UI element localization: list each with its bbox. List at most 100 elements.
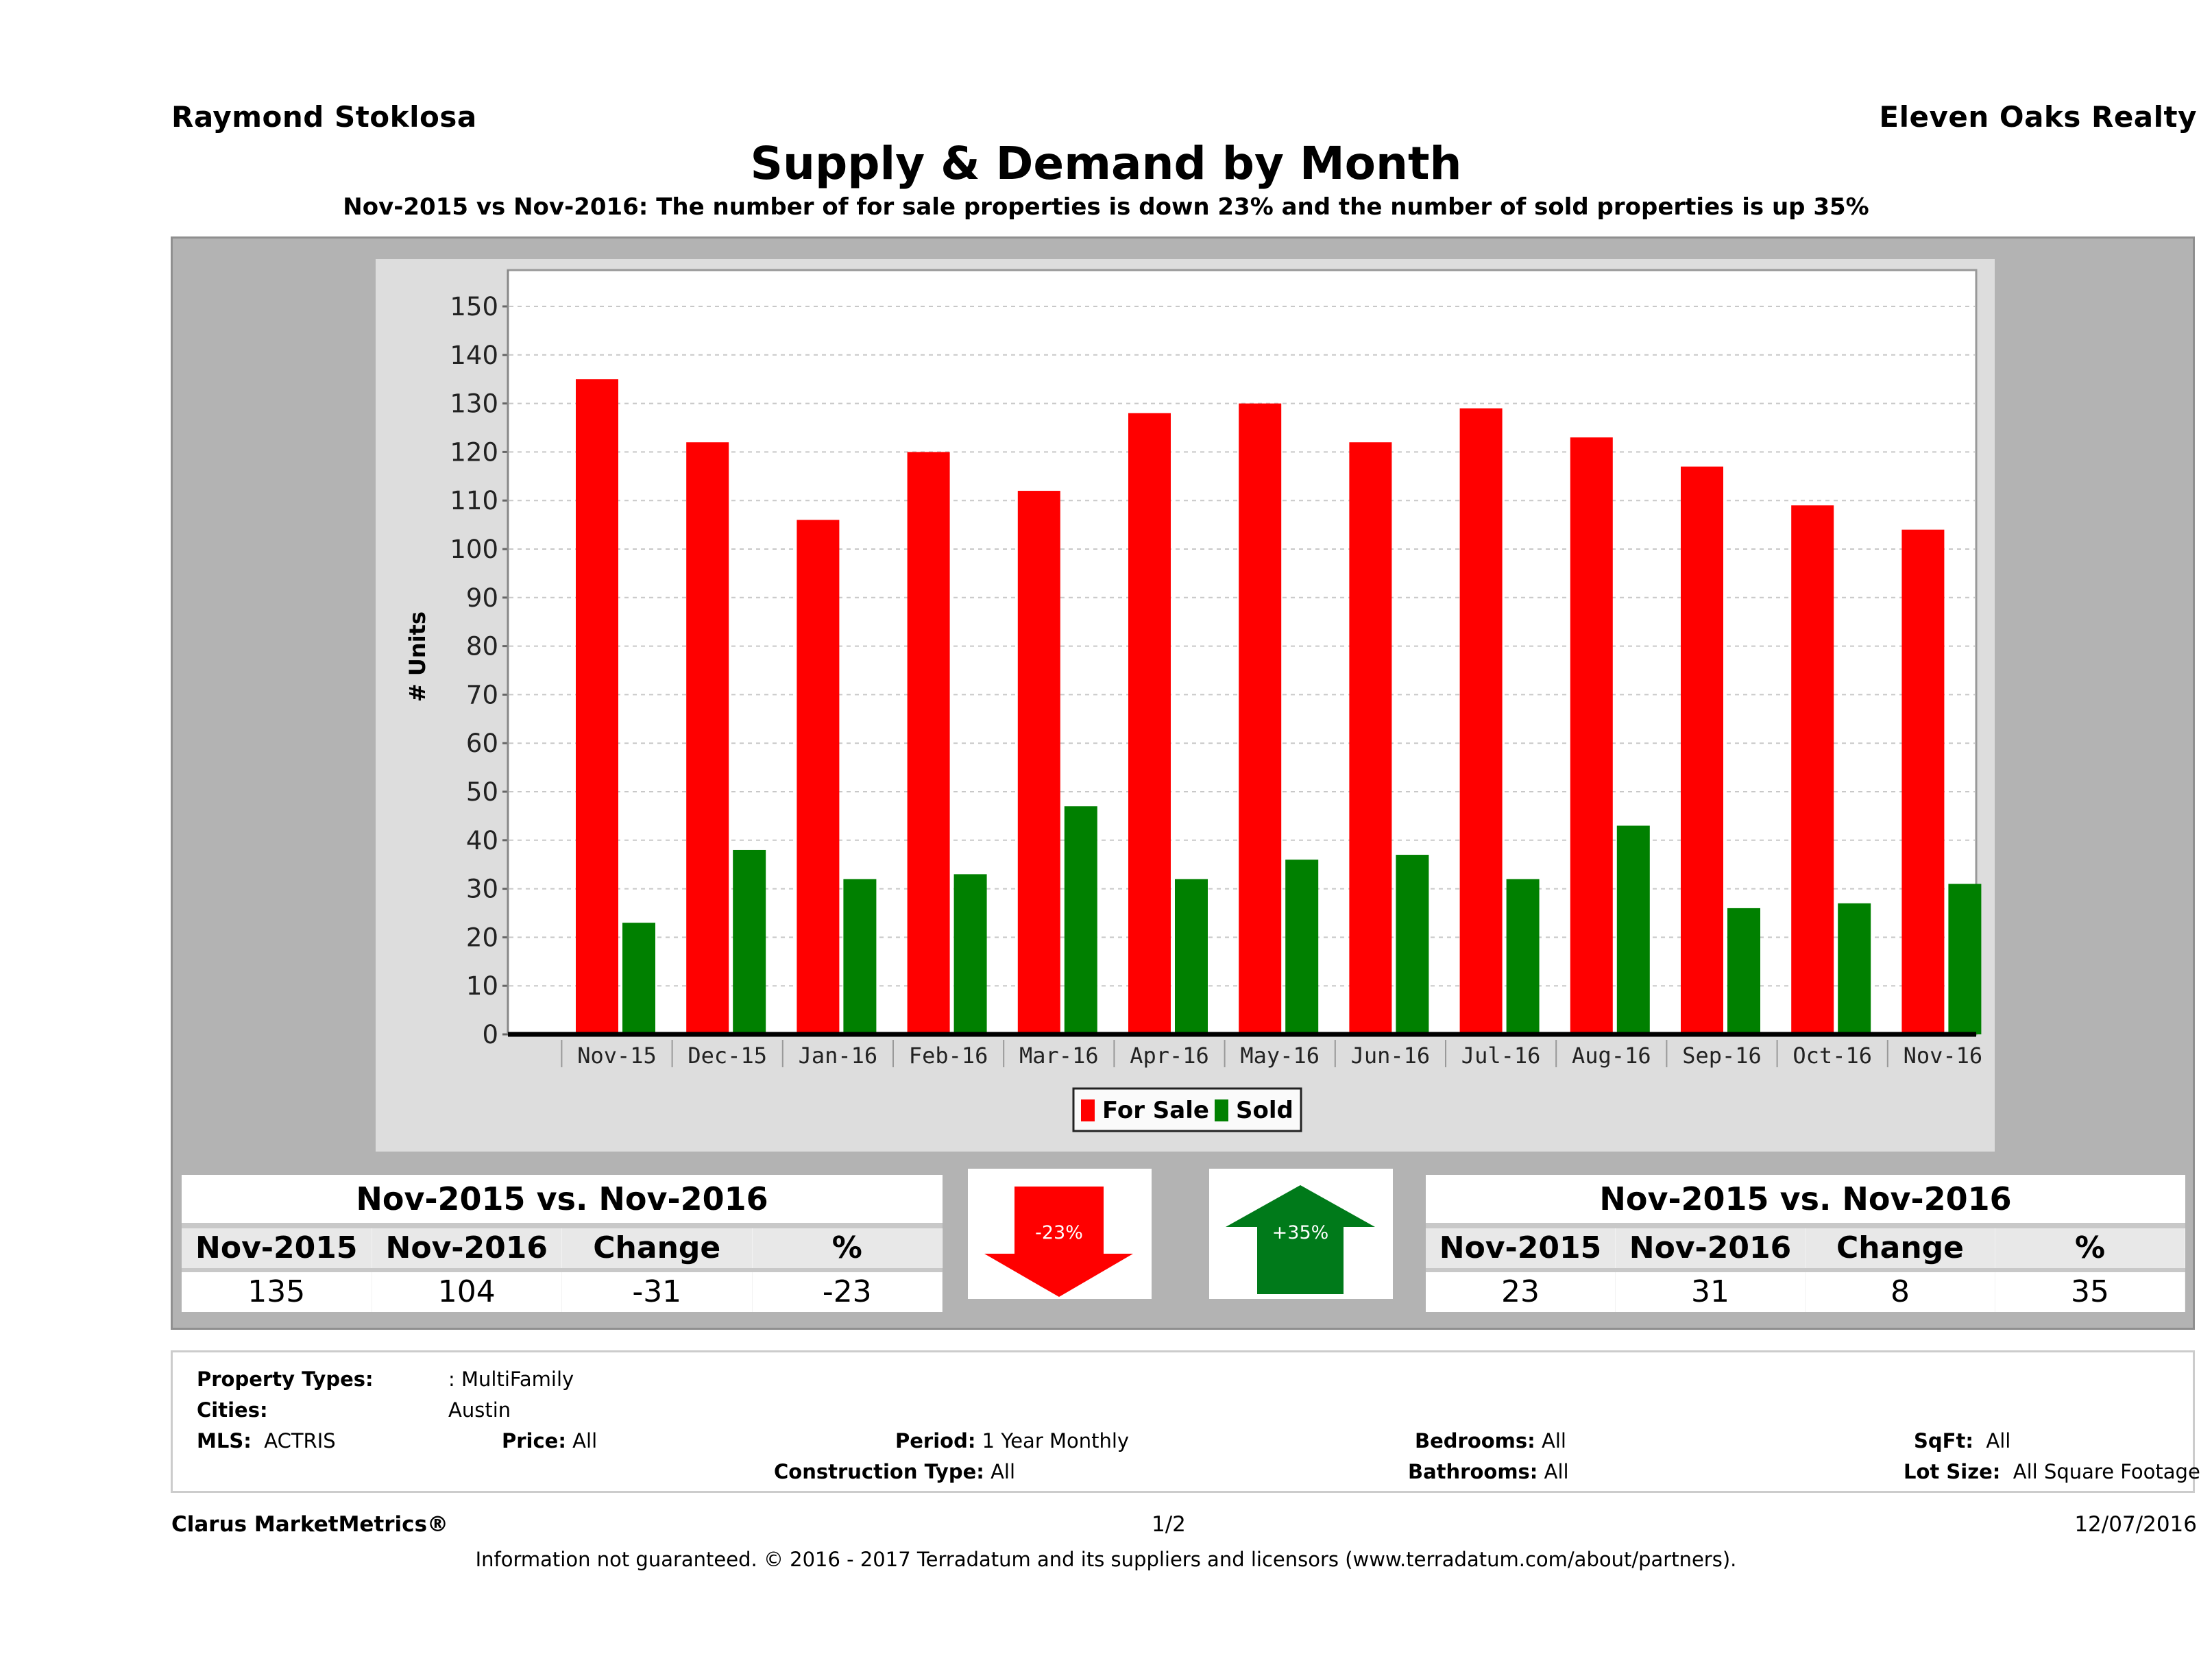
construction-type-label: Construction Type: (774, 1460, 984, 1483)
bar-sold (1506, 879, 1540, 1034)
sqft-value: All (1986, 1429, 2011, 1452)
cities-value: Austin (448, 1398, 511, 1422)
value-cell: 104 (372, 1272, 562, 1312)
bar-sold (1616, 825, 1650, 1034)
sold-comparison-table: Nov-2015 vs. Nov-2016 Nov-2015 Nov-2016 … (1426, 1175, 2185, 1312)
bedrooms-label: Bedrooms: (1415, 1429, 1535, 1452)
bedrooms-value: All (1541, 1429, 1566, 1452)
bar-sold (1396, 855, 1429, 1034)
x-tick-label: Dec-15 (688, 1043, 767, 1069)
bar-sold (1175, 879, 1208, 1034)
value-cell: 23 (1426, 1272, 1616, 1312)
report-title: Supply & Demand by Month (750, 137, 1462, 190)
sold-comparison-title: Nov-2015 vs. Nov-2016 (1426, 1175, 2185, 1223)
bar-for-sale (1901, 529, 1945, 1034)
x-tick-label: Oct-16 (1792, 1043, 1872, 1069)
value-cell: 8 (1806, 1272, 1995, 1312)
cities-label: Cities: (197, 1398, 268, 1422)
bathrooms-value: All (1544, 1460, 1569, 1483)
bar-sold (843, 879, 877, 1034)
bar-sold (1285, 860, 1319, 1034)
x-tick-label: Nov-16 (1904, 1043, 1983, 1069)
sold-change-label: +35% (1272, 1222, 1329, 1243)
bar-sold (1838, 903, 1871, 1034)
for-sale-change-label: -23% (1035, 1222, 1083, 1243)
page-number: 1/2 (1152, 1512, 1186, 1537)
x-axis-ticks: Nov-15 Dec-15 Jan-16 Feb-16 Mar-16 Apr-16 May-… (561, 1040, 1983, 1069)
legend: For Sale Sold (1072, 1087, 1302, 1132)
property-types-label: Property Types: (197, 1367, 374, 1391)
bar-for-sale (797, 520, 840, 1034)
y-tick-label: 30 (466, 875, 498, 904)
x-tick-label: May-16 (1240, 1043, 1320, 1069)
for-sale-comparison-table: Nov-2015 vs. Nov-2016 Nov-2015 Nov-2016 … (182, 1175, 943, 1312)
sold-comparison-header-row: Nov-2015 Nov-2016 Change % (1426, 1228, 2185, 1268)
bar-for-sale (1570, 437, 1613, 1034)
value-cell: -31 (562, 1272, 753, 1312)
for-sale-comparison-title: Nov-2015 vs. Nov-2016 (182, 1175, 943, 1223)
x-tick-label: Jun-16 (1351, 1043, 1431, 1069)
x-tick-label: Jul-16 (1461, 1043, 1541, 1069)
brokerage-name: Eleven Oaks Realty (1879, 100, 2197, 134)
value-cell: 135 (182, 1272, 372, 1312)
y-tick-label: 140 (450, 341, 498, 370)
y-tick-label: 20 (466, 923, 498, 952)
y-tick-label: 0 (482, 1020, 498, 1049)
x-tick-label: Nov-15 (577, 1043, 657, 1069)
header-cell: Nov-2015 (182, 1228, 372, 1268)
search-criteria: Property Types: : MultiFamily Cities: Au… (171, 1350, 2200, 1493)
header-cell: Change (562, 1228, 753, 1268)
report-date: 12/07/2016 (2074, 1512, 2197, 1537)
value-cell: 31 (1616, 1272, 1806, 1312)
bar-for-sale (686, 442, 729, 1034)
header-cell: Nov-2016 (1616, 1228, 1806, 1268)
construction-type-value: All (990, 1460, 1016, 1483)
bar-sold (622, 923, 655, 1034)
property-types-value: : MultiFamily (448, 1367, 574, 1391)
price-value: All (572, 1429, 598, 1452)
y-tick-label: 80 (466, 632, 498, 661)
sold-change-indicator: +35% (1209, 1169, 1393, 1299)
bar-for-sale (1128, 413, 1171, 1034)
y-tick-label: 90 (466, 583, 498, 613)
y-axis-ticks: 0 10 20 30 40 50 60 70 80 90 100 110 120 130 140 150 (450, 292, 508, 1049)
chart-panel: 0 10 20 30 40 50 60 70 80 90 100 110 120 130 140 150 No… (376, 259, 1995, 1152)
x-tick-label: Feb-16 (909, 1043, 988, 1069)
header-cell: % (753, 1228, 943, 1268)
mls-value: ACTRIS (264, 1429, 336, 1452)
report-subtitle: Nov-2015 vs Nov-2016: The number of for … (343, 193, 1869, 221)
x-tick-label: Sep-16 (1682, 1043, 1762, 1069)
legend-label-for-sale: For Sale (1102, 1097, 1209, 1124)
y-tick-label: 110 (450, 486, 498, 515)
y-tick-label: 10 (466, 971, 498, 1001)
header-cell: Nov-2015 (1426, 1228, 1616, 1268)
bar-sold (1948, 884, 1982, 1034)
for-sale-change-indicator: -23% (968, 1169, 1152, 1299)
bar-for-sale (1017, 491, 1060, 1034)
mls-label: MLS: (197, 1429, 252, 1452)
sqft-label: SqFt: (1914, 1429, 1973, 1452)
up-arrow-icon (1226, 1185, 1375, 1294)
bar-for-sale (1681, 466, 1723, 1034)
header-cell: Nov-2016 (372, 1228, 562, 1268)
y-tick-label: 60 (466, 729, 498, 758)
agent-name: Raymond Stoklosa (171, 100, 477, 134)
bar-sold (1727, 908, 1760, 1034)
lot-size-value: All Square Footage (2013, 1460, 2200, 1483)
legend-label-sold: Sold (1236, 1097, 1293, 1124)
disclaimer: Information not guaranteed. © 2016 - 201… (475, 1548, 1737, 1571)
bar-sold (1064, 806, 1097, 1034)
bar-sold (953, 874, 987, 1034)
value-cell: -23 (753, 1272, 943, 1312)
bar-for-sale (907, 452, 950, 1034)
down-arrow-icon (984, 1187, 1133, 1297)
period-label: Period: (895, 1429, 976, 1452)
legend-swatch-sold (1215, 1099, 1228, 1121)
bar-for-sale (1239, 403, 1282, 1034)
bars (576, 379, 1982, 1034)
for-sale-comparison-value-row: 135 104 -31 -23 (182, 1272, 943, 1312)
lot-size-label: Lot Size: (1904, 1460, 2001, 1483)
footer-brand: Clarus MarketMetrics® (171, 1512, 449, 1537)
bar-for-sale (1791, 505, 1834, 1034)
sold-comparison-value-row: 23 31 8 35 (1426, 1272, 2185, 1312)
